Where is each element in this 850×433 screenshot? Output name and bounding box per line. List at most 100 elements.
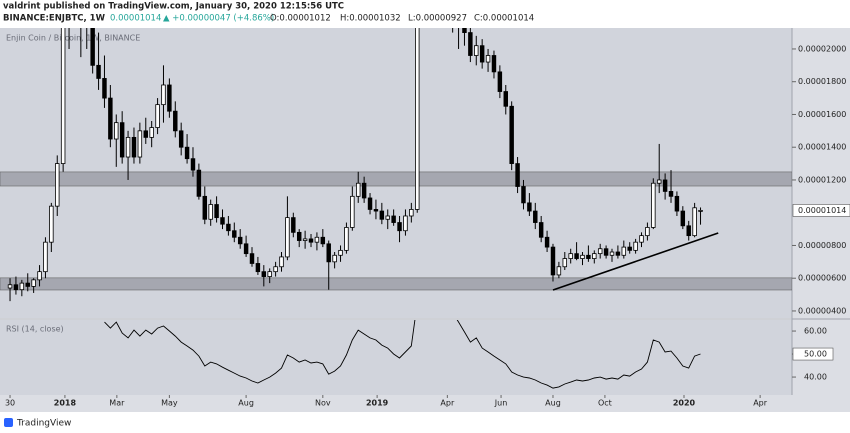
candle-body — [226, 223, 231, 232]
y-tick-label: 0.00000400 — [798, 306, 846, 315]
candle-body — [586, 254, 591, 259]
x-tick-label: 2018 — [54, 399, 77, 408]
y-tick-label: 0.00001600 — [798, 110, 846, 119]
candle-body — [639, 235, 644, 243]
logo-icon — [4, 418, 13, 427]
publisher: valdrint published on TradingView.com, J… — [3, 2, 344, 12]
price-badge — [792, 204, 850, 217]
candle-body — [668, 191, 674, 197]
y-tick-label: 0.00001400 — [798, 143, 846, 152]
candle-body — [580, 254, 585, 259]
candle-body — [379, 210, 385, 220]
candle-body — [320, 236, 326, 245]
candle-body — [556, 266, 562, 276]
candle-body — [597, 248, 603, 255]
x-tick-label: 30 — [5, 399, 15, 408]
candle-body — [114, 122, 119, 140]
candle-body — [173, 110, 178, 132]
rsi-y-tick-label: 40.00 — [804, 373, 827, 382]
trendline — [552, 232, 719, 291]
candle-body — [403, 215, 408, 232]
candle-body — [25, 282, 30, 287]
candle-body — [332, 254, 337, 263]
candle-body — [261, 271, 267, 277]
candle-body — [592, 253, 597, 259]
candle-body — [497, 71, 503, 92]
candle-body — [214, 204, 219, 219]
candle-body — [220, 217, 225, 225]
candle-body — [509, 105, 514, 164]
candle-body — [527, 202, 532, 212]
close: C:0.00001014 — [474, 14, 534, 24]
x-tick-label: Apr — [753, 399, 768, 408]
candle-body — [562, 258, 568, 268]
candle-body — [285, 217, 290, 258]
x-tick-label: Nov — [315, 399, 331, 408]
candle-body — [161, 84, 166, 106]
x-tick-label: Mar — [109, 399, 125, 408]
axes: 0.00000400 0.00000600 0.00000800 0.00001200… — [5, 44, 850, 408]
candle-body — [37, 271, 42, 281]
candle-body — [491, 55, 497, 73]
candle-body — [7, 284, 13, 289]
candle-body — [680, 210, 686, 227]
candle-body — [137, 130, 143, 158]
candle-body — [533, 210, 538, 223]
candle-body — [338, 249, 343, 256]
candle-body — [308, 238, 314, 243]
x-tick-label: Jun — [494, 399, 508, 408]
candle-body — [184, 146, 190, 160]
rsi-badge — [792, 347, 834, 361]
candle-body — [662, 179, 668, 192]
candle-body — [462, 28, 467, 33]
candle-body — [651, 182, 656, 228]
candle-body — [550, 246, 556, 276]
candle-body — [397, 222, 402, 232]
candle-body — [656, 179, 662, 184]
last-price: 0.00001014 — [110, 14, 161, 24]
candle-body — [633, 241, 638, 251]
x-tick-label: 2020 — [673, 399, 696, 408]
candle-body — [474, 45, 479, 56]
zone — [0, 277, 792, 291]
candle-body — [243, 243, 249, 255]
x-tick-label: Oct — [598, 399, 612, 408]
x-tick-label: Apr — [440, 399, 455, 408]
candle-body — [674, 195, 680, 212]
zone — [0, 171, 792, 187]
candle-body — [686, 225, 691, 237]
legend: Enjin Coin / Bitcoin, 1W, BINANCE — [6, 34, 140, 43]
x-tick-label: Aug — [238, 399, 254, 408]
y-tick-label: 0.00001800 — [798, 77, 846, 86]
y-tick-label: 0.00000600 — [798, 274, 846, 283]
open: O:0.00001012 — [270, 14, 331, 24]
candle-body — [350, 195, 355, 228]
candle-body — [155, 104, 160, 128]
rsi-pane — [0, 320, 792, 395]
x-tick-label: May — [161, 399, 178, 408]
candle-body — [621, 246, 627, 256]
candle-body — [49, 205, 54, 243]
candle-body — [149, 127, 154, 138]
candle-body — [43, 241, 48, 273]
candle-body — [645, 227, 650, 237]
candle-body — [373, 209, 379, 212]
low: L:0.00000927 — [408, 14, 467, 24]
y-tick-label: 0.00002000 — [798, 44, 846, 53]
candle-body — [55, 163, 60, 207]
candle-body — [232, 230, 237, 238]
candle-body — [273, 266, 278, 273]
candle-body — [90, 28, 95, 66]
candle-body — [355, 182, 361, 197]
candle-body — [202, 195, 208, 220]
rsi-label: RSI (14, close) — [6, 325, 64, 334]
rsi-badge-label: 50.00 — [804, 350, 827, 359]
candle-body — [208, 204, 213, 220]
candle-body — [178, 130, 184, 148]
candle-body — [385, 215, 390, 220]
candle-body — [568, 253, 573, 259]
candle-body — [102, 78, 107, 99]
candle-body — [167, 84, 172, 112]
candle-body — [603, 248, 609, 256]
